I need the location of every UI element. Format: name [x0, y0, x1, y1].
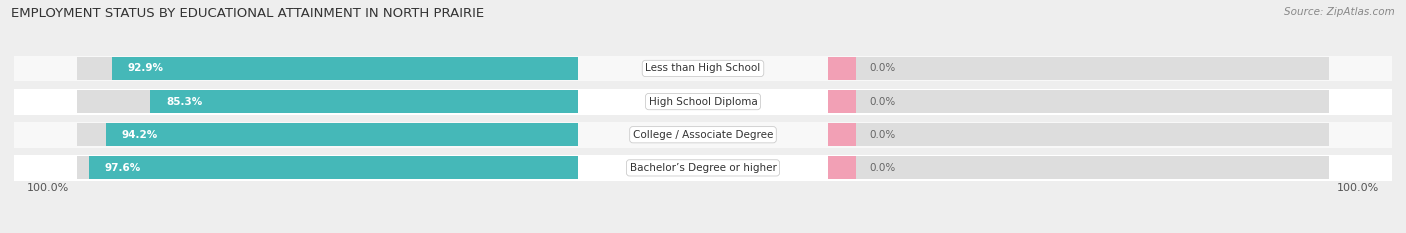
FancyBboxPatch shape — [14, 122, 1392, 148]
Bar — [828, 123, 1329, 146]
Text: 94.2%: 94.2% — [121, 130, 157, 140]
Bar — [77, 123, 578, 146]
Bar — [828, 57, 856, 80]
Bar — [828, 57, 1329, 80]
Text: 85.3%: 85.3% — [166, 97, 202, 106]
Bar — [77, 90, 578, 113]
Bar — [828, 156, 856, 179]
Text: EMPLOYMENT STATUS BY EDUCATIONAL ATTAINMENT IN NORTH PRAIRIE: EMPLOYMENT STATUS BY EDUCATIONAL ATTAINM… — [11, 7, 485, 20]
Bar — [112, 57, 578, 80]
Text: High School Diploma: High School Diploma — [648, 97, 758, 106]
Text: 0.0%: 0.0% — [869, 97, 896, 106]
Text: Less than High School: Less than High School — [645, 63, 761, 73]
Text: 0.0%: 0.0% — [869, 130, 896, 140]
Bar — [150, 90, 578, 113]
FancyBboxPatch shape — [14, 89, 1392, 114]
Bar — [828, 123, 856, 146]
Bar — [828, 90, 856, 113]
Bar — [89, 156, 578, 179]
Text: College / Associate Degree: College / Associate Degree — [633, 130, 773, 140]
Bar — [77, 57, 578, 80]
Bar — [105, 123, 578, 146]
Text: 97.6%: 97.6% — [104, 163, 141, 173]
FancyBboxPatch shape — [14, 55, 1392, 81]
Bar — [828, 90, 1329, 113]
Text: 92.9%: 92.9% — [128, 63, 165, 73]
FancyBboxPatch shape — [14, 155, 1392, 181]
Text: 100.0%: 100.0% — [1337, 183, 1379, 193]
Text: 0.0%: 0.0% — [869, 163, 896, 173]
Bar — [77, 156, 578, 179]
Text: 100.0%: 100.0% — [27, 183, 69, 193]
Bar — [828, 156, 1329, 179]
Text: 0.0%: 0.0% — [869, 63, 896, 73]
Text: Bachelor’s Degree or higher: Bachelor’s Degree or higher — [630, 163, 776, 173]
Text: Source: ZipAtlas.com: Source: ZipAtlas.com — [1284, 7, 1395, 17]
